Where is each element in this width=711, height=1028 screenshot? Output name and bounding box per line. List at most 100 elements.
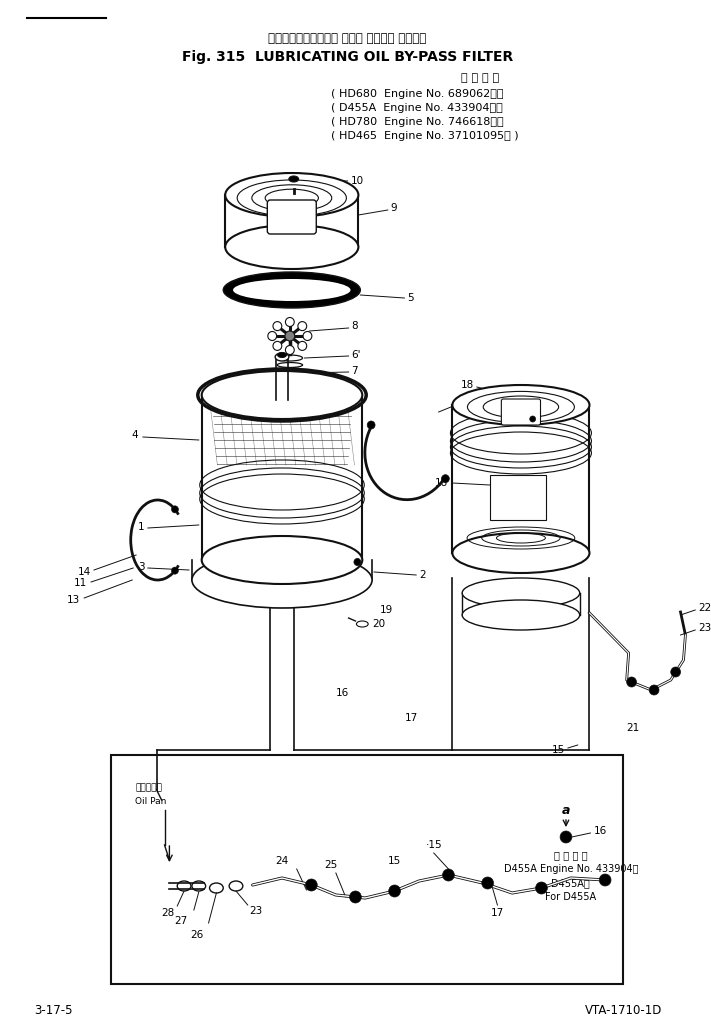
Text: 8: 8 — [351, 321, 358, 331]
Circle shape — [530, 416, 535, 423]
Text: 3-17-5: 3-17-5 — [34, 1003, 73, 1017]
Text: D455A  Engine No. 433904－）: D455A Engine No. 433904－） — [339, 103, 503, 113]
Text: 適 用 号 機: 適 用 号 機 — [554, 850, 588, 860]
Text: 18: 18 — [511, 492, 525, 502]
Text: HD680  Engine No. 689062－）: HD680 Engine No. 689062－） — [339, 89, 503, 99]
Text: 25: 25 — [324, 860, 338, 870]
Text: 12: 12 — [476, 390, 489, 400]
Circle shape — [273, 341, 282, 351]
Circle shape — [535, 882, 547, 894]
Text: 11: 11 — [74, 578, 87, 588]
Circle shape — [354, 558, 360, 565]
Text: 10: 10 — [351, 176, 363, 186]
Text: 16: 16 — [336, 688, 349, 698]
Ellipse shape — [289, 176, 299, 182]
Text: Fig. 315  LUBRICATING OIL BY-PASS FILTER: Fig. 315 LUBRICATING OIL BY-PASS FILTER — [182, 50, 513, 64]
Text: 21: 21 — [626, 723, 640, 733]
Text: a: a — [517, 597, 525, 611]
Circle shape — [442, 869, 454, 881]
Text: 22: 22 — [698, 603, 711, 613]
Ellipse shape — [277, 353, 287, 358]
Text: VTA-1710-1D: VTA-1710-1D — [584, 1003, 662, 1017]
Ellipse shape — [202, 371, 363, 419]
Ellipse shape — [192, 552, 372, 608]
Circle shape — [298, 341, 306, 351]
Ellipse shape — [225, 225, 358, 269]
Text: (: ( — [331, 89, 336, 99]
Text: 15: 15 — [552, 745, 565, 755]
Ellipse shape — [462, 600, 579, 630]
Text: ·15: ·15 — [425, 840, 442, 850]
Text: 16: 16 — [594, 827, 606, 836]
Ellipse shape — [202, 536, 363, 584]
Text: 14: 14 — [77, 567, 91, 577]
Circle shape — [482, 877, 493, 889]
Text: 適 用 号 機: 適 用 号 機 — [461, 73, 499, 83]
Text: 6': 6' — [351, 350, 361, 360]
Text: 15: 15 — [388, 856, 401, 866]
FancyBboxPatch shape — [267, 200, 316, 234]
Ellipse shape — [452, 533, 589, 573]
Text: オイルパン: オイルパン — [135, 783, 162, 792]
Circle shape — [389, 885, 400, 897]
Ellipse shape — [223, 272, 360, 308]
Text: D455A Engine No. 433904～: D455A Engine No. 433904～ — [503, 864, 638, 874]
Circle shape — [268, 331, 277, 340]
Text: 26: 26 — [190, 930, 203, 940]
Text: 18: 18 — [461, 380, 474, 390]
Text: a: a — [562, 804, 570, 816]
Text: 23: 23 — [698, 623, 711, 633]
Text: 3: 3 — [139, 562, 145, 572]
Text: D455A用: D455A用 — [552, 878, 590, 888]
Text: 4: 4 — [132, 430, 138, 440]
Text: Oil Pan: Oil Pan — [135, 797, 166, 806]
Text: (: ( — [331, 103, 336, 113]
Text: (: ( — [331, 131, 336, 141]
Circle shape — [670, 667, 680, 677]
Text: 2: 2 — [419, 570, 426, 580]
Circle shape — [298, 322, 306, 331]
Text: For D455A: For D455A — [545, 892, 597, 902]
Bar — [490, 475, 546, 520]
Text: 13: 13 — [67, 595, 80, 605]
Text: (: ( — [331, 117, 336, 127]
Circle shape — [303, 331, 312, 340]
Text: 19: 19 — [380, 605, 393, 615]
Circle shape — [171, 567, 178, 575]
Ellipse shape — [462, 578, 579, 608]
Text: 20: 20 — [372, 619, 385, 629]
Text: 17: 17 — [405, 713, 418, 723]
Circle shape — [285, 331, 295, 341]
Text: HD780  Engine No. 746618－）: HD780 Engine No. 746618－） — [339, 117, 503, 127]
Ellipse shape — [452, 386, 589, 425]
Circle shape — [560, 831, 572, 843]
Circle shape — [285, 318, 294, 327]
Text: 7: 7 — [351, 366, 358, 376]
Circle shape — [626, 677, 636, 687]
Circle shape — [171, 506, 178, 513]
Circle shape — [367, 421, 375, 429]
Ellipse shape — [233, 279, 351, 301]
Text: 17: 17 — [491, 908, 504, 918]
Ellipse shape — [225, 173, 358, 217]
FancyBboxPatch shape — [501, 399, 540, 425]
Circle shape — [649, 685, 659, 695]
Text: 5: 5 — [407, 293, 414, 303]
Bar — [111, 755, 623, 984]
Circle shape — [285, 345, 294, 355]
Text: 18: 18 — [435, 478, 449, 488]
Ellipse shape — [275, 353, 289, 361]
Text: 24: 24 — [275, 856, 289, 866]
Text: 1: 1 — [139, 522, 145, 533]
Circle shape — [306, 879, 317, 891]
Text: 23: 23 — [249, 906, 262, 916]
Text: 9: 9 — [391, 203, 397, 213]
Circle shape — [273, 322, 282, 331]
Text: 27: 27 — [174, 916, 188, 926]
Text: HD465  Engine No. 37101095－ ): HD465 Engine No. 37101095－ ) — [339, 131, 518, 141]
Circle shape — [442, 475, 449, 483]
Text: 28: 28 — [161, 908, 174, 918]
Circle shape — [350, 891, 361, 903]
Text: ルーブリケーティング オイル バイパス フィルタ: ルーブリケーティング オイル バイパス フィルタ — [269, 32, 427, 44]
Circle shape — [599, 874, 611, 886]
